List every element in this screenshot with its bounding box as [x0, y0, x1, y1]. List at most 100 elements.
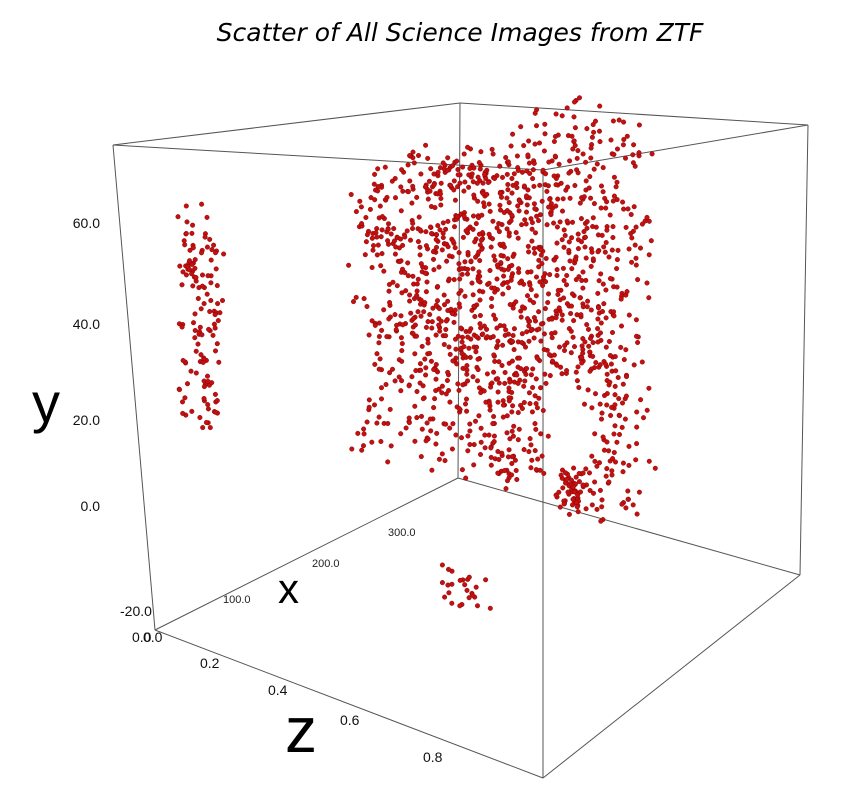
data-point	[466, 595, 472, 601]
data-point	[538, 385, 544, 391]
data-point	[639, 221, 645, 227]
data-point	[575, 148, 581, 154]
data-point	[633, 262, 639, 268]
data-point	[604, 371, 610, 377]
data-point	[418, 171, 424, 177]
data-point	[184, 219, 190, 225]
data-point	[433, 231, 439, 237]
data-point	[392, 378, 398, 384]
data-point	[375, 188, 381, 194]
data-point	[437, 165, 443, 171]
data-point	[426, 178, 432, 184]
data-point	[455, 333, 461, 339]
data-point	[465, 249, 471, 255]
data-point	[463, 475, 469, 481]
data-point	[587, 368, 593, 374]
data-point	[396, 374, 402, 380]
data-point	[555, 292, 561, 298]
data-point	[516, 426, 522, 432]
data-point	[567, 158, 573, 164]
data-point	[549, 335, 555, 341]
data-point	[211, 242, 217, 248]
data-point	[541, 331, 547, 337]
data-point	[446, 388, 452, 394]
data-point	[564, 476, 570, 482]
data-point	[495, 376, 501, 382]
data-point	[529, 226, 535, 232]
data-point	[531, 300, 537, 306]
data-point	[366, 404, 372, 410]
data-point	[467, 165, 473, 171]
data-point	[488, 445, 494, 451]
data-point	[586, 343, 592, 349]
data-point	[436, 322, 442, 328]
data-point	[361, 443, 367, 449]
data-point	[505, 187, 511, 193]
data-point	[499, 194, 505, 200]
data-point	[384, 194, 390, 200]
data-point	[604, 402, 610, 408]
z-tick-label: 0.2	[200, 655, 220, 671]
data-point	[598, 330, 604, 336]
data-point	[184, 381, 190, 387]
data-point	[588, 145, 594, 151]
data-point	[480, 190, 486, 196]
data-point	[530, 167, 536, 173]
data-point	[626, 443, 632, 449]
data-point	[502, 468, 508, 474]
data-point	[431, 367, 437, 373]
data-point	[494, 345, 500, 351]
data-point	[587, 470, 593, 476]
x-axis-label: x	[278, 565, 299, 612]
data-point	[475, 174, 481, 180]
data-point	[462, 179, 468, 185]
data-point	[532, 110, 538, 116]
data-point	[444, 258, 450, 264]
data-point	[572, 182, 578, 188]
data-point	[598, 271, 604, 277]
data-point	[207, 425, 213, 431]
data-point	[499, 363, 505, 369]
data-point	[525, 243, 531, 249]
data-point	[177, 263, 183, 269]
data-point	[500, 281, 506, 287]
data-point	[507, 436, 513, 442]
data-point	[556, 305, 562, 311]
data-point	[609, 404, 615, 410]
data-point	[486, 432, 492, 438]
data-point	[636, 150, 642, 156]
data-point	[490, 236, 496, 242]
data-point	[545, 183, 551, 189]
data-point	[198, 306, 204, 312]
data-point	[591, 166, 597, 172]
data-point	[386, 288, 392, 294]
data-point	[515, 203, 521, 209]
data-point	[444, 167, 450, 173]
data-point	[219, 298, 225, 304]
data-point	[625, 488, 631, 494]
data-point	[414, 333, 420, 339]
data-point	[407, 178, 413, 184]
data-point	[561, 501, 567, 507]
data-point	[590, 215, 596, 221]
y-tick-label: 40.0	[73, 316, 100, 332]
data-point	[541, 347, 547, 353]
data-point	[630, 502, 636, 508]
data-point	[534, 274, 540, 280]
data-point	[433, 332, 439, 338]
data-point	[543, 256, 549, 262]
data-point	[388, 231, 394, 237]
data-point	[195, 296, 201, 302]
data-point	[536, 326, 542, 332]
data-point	[646, 385, 652, 391]
data-point	[496, 380, 502, 386]
data-point	[560, 196, 566, 202]
data-point	[454, 158, 460, 164]
data-point	[183, 230, 189, 236]
data-point	[571, 138, 577, 144]
data-point	[562, 348, 568, 354]
data-point	[405, 260, 411, 266]
data-point	[534, 405, 540, 411]
data-point	[431, 256, 437, 262]
data-point	[368, 195, 374, 201]
